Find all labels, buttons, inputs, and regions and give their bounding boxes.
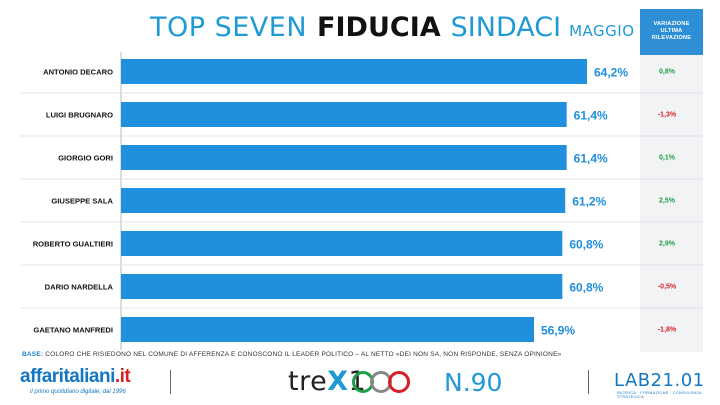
category-label: LUIGI BRUGNARO <box>46 111 113 120</box>
bar-value-label: 64,2% <box>594 66 628 80</box>
variation-value: -0,5% <box>658 284 677 291</box>
bar <box>121 188 566 213</box>
trex-rings-icon <box>352 371 412 395</box>
base-note: BASE: COLORO CHE RISIEDONO NEL COMUNE DI… <box>22 351 561 358</box>
category-label: GIORGIO GORI <box>58 154 113 163</box>
bar-value-label: 61,4% <box>574 152 608 166</box>
affaritaliani-logo: affaritaliani.it <box>20 366 131 388</box>
variation-header-line2: ULTIMA <box>660 28 683 34</box>
category-label: ROBERTO GUALTIERI <box>33 240 113 249</box>
bar-value-label: 61,4% <box>574 109 608 123</box>
variation-value: 0,1% <box>659 155 676 162</box>
bar <box>121 59 587 84</box>
affaritaliani-logo-tld: .it <box>114 366 131 387</box>
bar <box>121 102 567 127</box>
variation-header-line3: RILEVAZIONE <box>651 35 692 41</box>
lab2101-logo: LAB21.01 <box>614 370 705 391</box>
variation-value: 2,5% <box>659 198 676 205</box>
bar-value-label: 60,8% <box>569 238 603 252</box>
category-label: DARIO NARDELLA <box>45 283 114 292</box>
variation-panel <box>640 9 703 352</box>
bar <box>121 231 563 256</box>
bar <box>121 145 567 170</box>
variation-header-line1: VARIAZIONE <box>653 21 690 27</box>
footer-divider <box>588 370 589 394</box>
bar-value-label: 60,8% <box>569 281 603 295</box>
variation-value: -1,3% <box>658 112 677 119</box>
variation-value: 0,8% <box>659 69 676 76</box>
trex-logo-x: X <box>327 366 349 397</box>
affaritaliani-logo-name: affaritaliani <box>20 366 115 387</box>
variation-value: -1,8% <box>658 327 677 334</box>
ring-red-icon <box>388 371 410 393</box>
bar-value-label: 56,9% <box>541 324 575 338</box>
footer-divider <box>170 370 171 394</box>
variation-header: VARIAZIONE ULTIMA RILEVAZIONE <box>640 9 703 55</box>
trex-logo-pre: tre <box>288 366 328 397</box>
title-part-sindaci: SINDACI <box>450 12 562 43</box>
title-part-fiducia: FIDUCIA <box>317 12 441 43</box>
bar <box>121 274 563 299</box>
bar-value-label: 61,2% <box>572 195 606 209</box>
title-part-top-seven: TOP SEVEN <box>150 12 308 43</box>
category-label: GAETANO MANFREDI <box>33 326 113 335</box>
variation-value: 2,9% <box>659 241 676 248</box>
issue-number: N.90 <box>444 368 503 397</box>
category-label: ANTONIO DECARO <box>43 68 113 77</box>
bar <box>121 317 535 342</box>
lab2101-tagline: RICERCA · FORMAZIONE · CONSULENZA STRATE… <box>617 391 702 399</box>
affaritaliani-tagline: il primo quotidiano digitale, dal 1996 <box>30 389 126 395</box>
base-note-text: COLORO CHE RISIEDONO NEL COMUNE DI AFFER… <box>45 351 562 358</box>
category-label: GIUSEPPE SALA <box>51 197 113 206</box>
base-note-label: BASE: <box>22 351 44 358</box>
